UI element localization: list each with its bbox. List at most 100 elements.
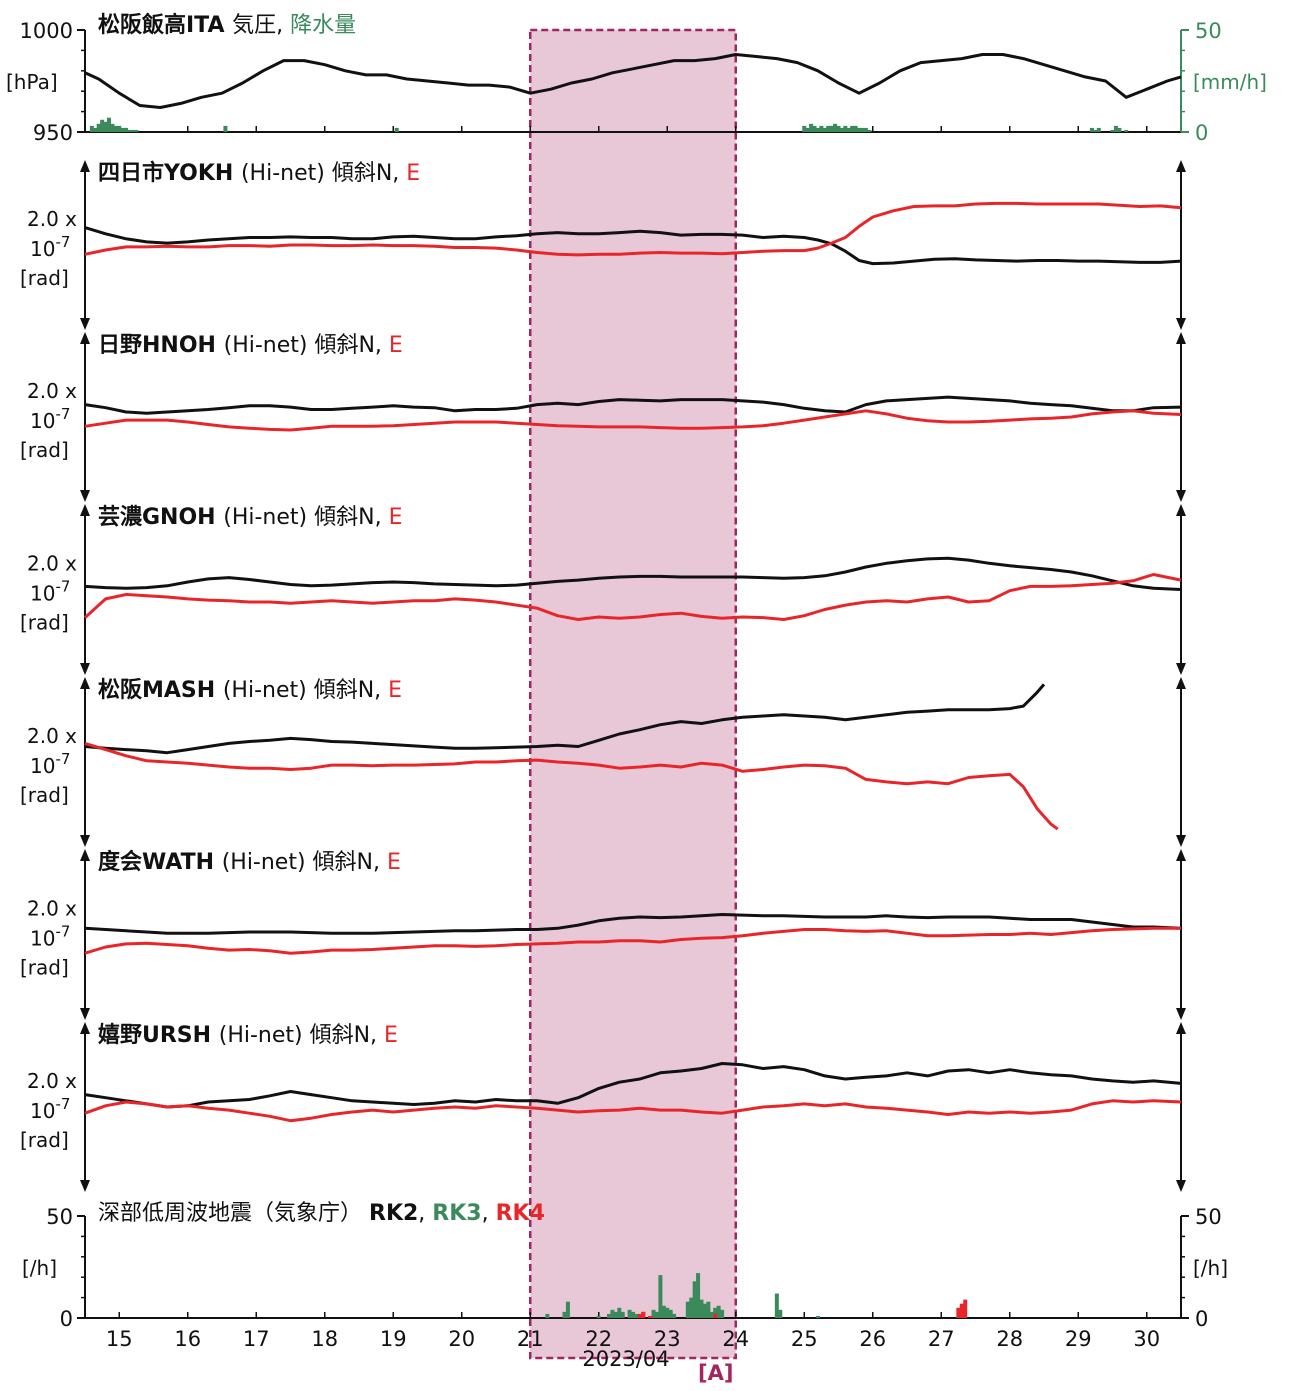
panel-1: 1000 950 [hPa] 50 0 [mm/h] 松阪飯高ITA 気圧, 降水量 [6,12,1267,145]
bar-RK3 [613,1311,618,1318]
bar-降水量 [124,127,129,132]
bar-RK3 [565,1301,570,1318]
bar-RK3 [627,1309,632,1318]
right-tick-label: 50 [1195,1205,1222,1229]
scale-unit: [rad] [20,783,69,807]
scale-base: 10 [30,582,55,606]
panel-title-station: 四日市YOKH [98,160,241,186]
legend-RK2: RK2 [369,1201,418,1226]
panel-title-text: 深部低周波地震（気象庁） [98,1201,369,1226]
scale-label-factor: 2.0 x [27,207,77,231]
bar-降水量 [130,129,135,132]
bar-降水量 [1096,127,1101,132]
bar-降水量 [850,125,855,132]
right-tick-label: 0 [1195,121,1208,145]
right-arrow-head-down [1176,318,1186,330]
bar-降水量 [812,125,817,132]
series-line-N [84,226,1182,266]
panel-title: 嬉野URSH (Hi-net) 傾斜N, E [98,1022,398,1048]
bar-降水量 [394,127,399,132]
left-arrow-head-down [80,490,90,502]
x-tick-label: 19 [380,1327,407,1351]
bar-降水量 [822,127,827,132]
right-arrow-head-down [1176,835,1186,847]
bar-RK3 [545,1313,550,1318]
bar-降水量 [802,125,807,132]
panel-title-text: (Hi-net) 傾斜N, [222,850,387,875]
highlight-layer [529,28,737,1360]
bar-降水量 [819,125,824,132]
scale-unit: [rad] [20,266,69,290]
left-unit-label: [/h] [22,1256,57,1280]
bar-降水量 [113,125,118,132]
right-arrow-head-up [1176,677,1186,689]
scale-exponent: -7 [55,405,70,423]
legend-RK3: RK3 [432,1201,481,1226]
bar-RK3 [713,1307,718,1318]
scale-label-factor: 2.0 x [27,897,77,921]
panel-title-station: 芸濃GNOH [98,504,223,530]
panel-4: 2.0 x10-7[rad]芸濃GNOH (Hi-net) 傾斜N, E [20,504,1186,675]
bar-降水量 [106,117,111,132]
left-arrow-head-down [80,1180,90,1192]
x-tick-label: 21 [517,1327,544,1351]
legend-sep: , [418,1201,432,1226]
series-line-E [84,409,1182,432]
panel-6: 2.0 x10-7[rad]度会WATH (Hi-net) 傾斜N, E [20,849,1186,1020]
scale-exponent: -7 [55,578,70,596]
bar-降水量 [815,127,820,132]
bar-RK3 [562,1311,567,1318]
series-line-E [83,573,1182,621]
panel-title-text: (Hi-net) 傾斜N, [223,505,388,530]
bar-RK3 [607,1313,612,1318]
scale-label-power: 10-7 [30,405,70,433]
bar-降水量 [110,123,115,132]
right-arrow-head-up [1176,160,1186,172]
left-arrow-head-up [80,849,90,861]
left-arrow-head-up [80,332,90,344]
x-tick-label: 20 [448,1327,475,1351]
x-tick-label: 15 [106,1327,133,1351]
x-tick-label: 17 [243,1327,270,1351]
panel-title-precip: 降水量 [290,13,356,38]
bar-降水量 [1110,129,1115,132]
bar-RK4 [963,1299,968,1318]
panel-title-e: E [389,505,403,530]
scale-label-power: 10-7 [30,750,70,778]
bar-RK3 [654,1311,659,1318]
bar-RK3 [631,1311,635,1318]
bar-RK3 [617,1307,622,1318]
bar-降水量 [829,125,834,132]
bar-降水量 [857,127,862,132]
right-arrow-head-down [1176,1008,1186,1020]
panel-title-station: 松阪飯高ITA [98,12,232,38]
panel-title-e: E [387,850,401,875]
highlight-label: [A] [698,1361,733,1385]
panel-title: 深部低周波地震（気象庁） RK2, RK3, RK4 [98,1201,545,1226]
scale-base: 10 [30,754,55,778]
bar-RK3 [672,1313,677,1318]
x-tick-label: 26 [859,1327,886,1351]
x-tick-label: 24 [722,1327,749,1351]
left-arrow-head-up [80,1022,90,1034]
scale-unit: [rad] [20,438,69,462]
panel-title-text: 気圧, [232,13,290,38]
bar-降水量 [96,123,101,132]
bar-RK3 [658,1275,663,1318]
bar-降水量 [843,125,848,132]
bar-RK3 [668,1309,673,1318]
bar-降水量 [1089,127,1094,132]
left-tick-label: 50 [46,1205,73,1229]
series-line-E [84,926,1181,955]
scale-label-factor: 2.0 x [27,1069,77,1093]
bar-降水量 [120,127,125,132]
bar-降水量 [853,125,858,132]
scale-base: 10 [30,927,55,951]
series-line-E [84,1099,1182,1123]
panel-7: 2.0 x10-7[rad]嬉野URSH (Hi-net) 傾斜N, E [20,1022,1186,1192]
right-arrow-head-down [1176,1180,1186,1192]
series-line-N [84,683,1046,755]
bar-降水量 [809,123,814,132]
panel-5: 2.0 x10-7[rad]松阪MASH (Hi-net) 傾斜N, E [20,677,1186,847]
right-arrow-head-up [1176,332,1186,344]
